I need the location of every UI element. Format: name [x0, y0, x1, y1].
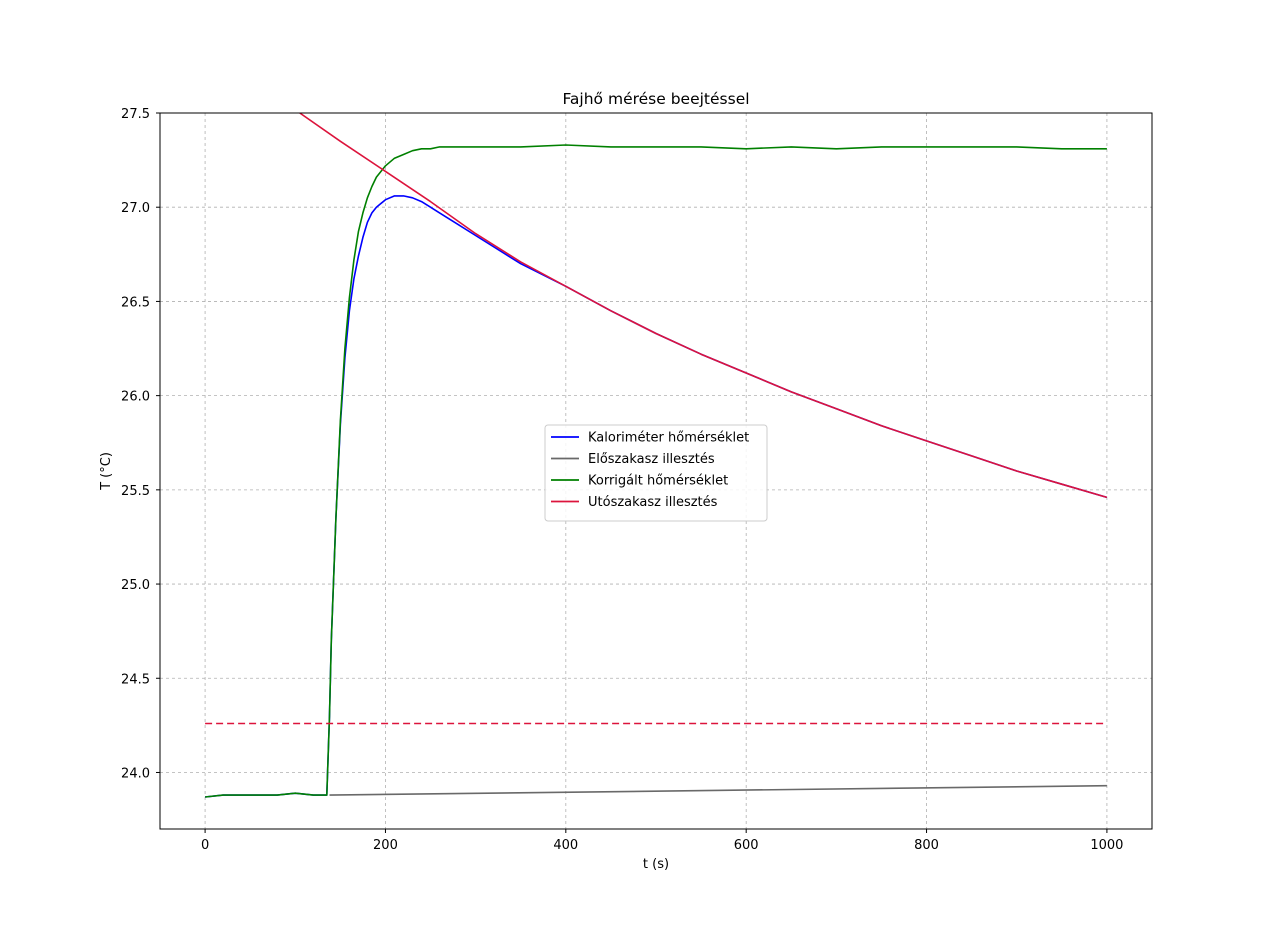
legend-label: Korrigált hőmérséklet	[588, 474, 728, 489]
y-tick-label: 24.0	[121, 766, 150, 781]
legend-label: Utószakasz illesztés	[588, 495, 718, 510]
x-tick-label: 400	[553, 838, 578, 853]
legend-label: Kaloriméter hőmérséklet	[588, 431, 749, 446]
series-line-3	[205, 144, 1107, 798]
y-tick-label: 27.5	[121, 107, 150, 122]
ticks: 0 200 400 600 800 1000 24.0 24.5 25.0 25.5 26.0 26.…	[121, 107, 1123, 853]
series-group	[205, 113, 1108, 798]
y-tick-label: 26.5	[121, 295, 150, 310]
legend: Kaloriméter hőmérséklet Előszakasz illesz…	[544, 424, 768, 522]
y-tick-label: 25.5	[121, 484, 150, 499]
legend-box	[544, 424, 768, 522]
chart-title: Fajhő mérése beejtéssel	[562, 90, 749, 108]
x-tick-label: 800	[914, 838, 939, 853]
y-axis-title: T (°C)	[99, 452, 114, 491]
x-tick-label: 1000	[1090, 838, 1123, 853]
grid	[160, 112, 1152, 829]
y-tick-label: 27.0	[121, 201, 150, 216]
x-axis-title: t (s)	[643, 857, 669, 872]
legend-label: Előszakasz illesztés	[588, 452, 715, 467]
plot-frame	[159, 112, 1153, 830]
series-line-4	[299, 113, 1108, 499]
x-tick-label: 200	[373, 838, 398, 853]
x-tick-label: 0	[201, 838, 209, 853]
y-tick-label: 25.0	[121, 578, 150, 593]
x-tick-label: 600	[734, 838, 759, 853]
y-tick-label: 24.5	[121, 672, 150, 687]
y-tick-label: 26.0	[121, 390, 150, 405]
series-line-2	[329, 784, 1107, 796]
